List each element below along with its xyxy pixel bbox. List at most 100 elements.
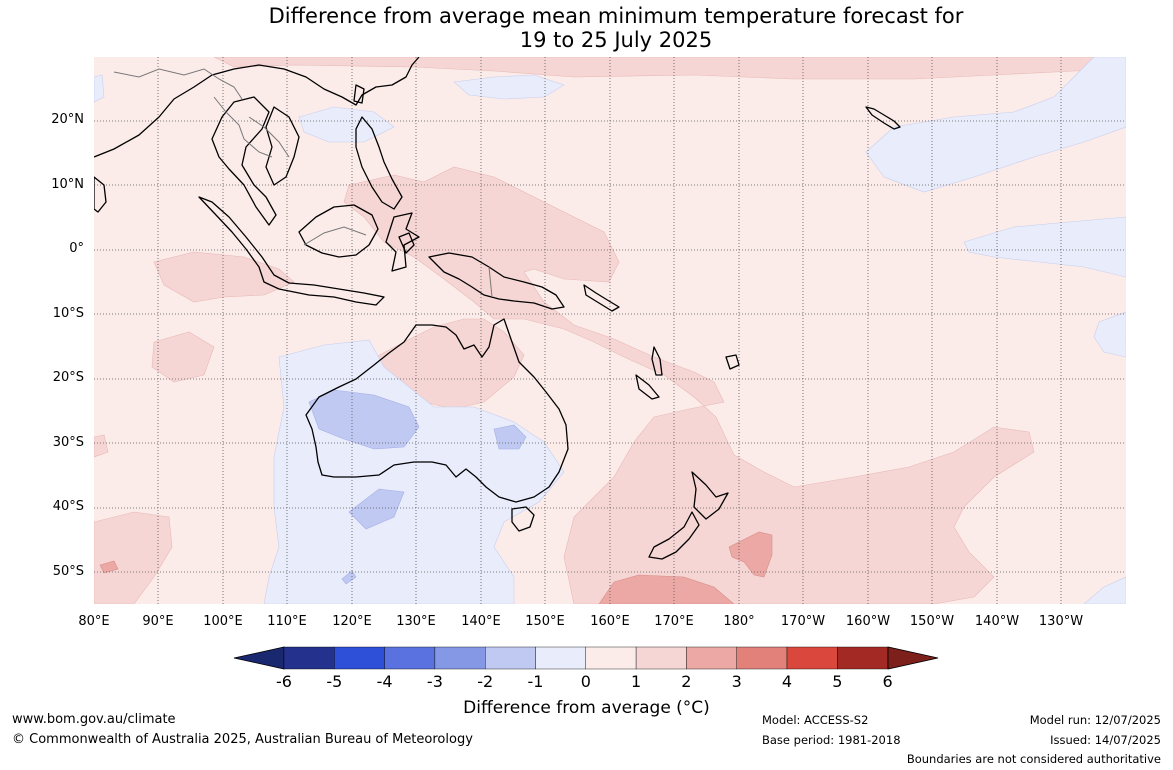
anomaly-warm-south-atlantic bbox=[94, 511, 173, 604]
country-borders bbox=[113, 68, 493, 298]
coast-fiji bbox=[725, 354, 740, 370]
anomaly-cool-west-edge bbox=[94, 74, 105, 103]
colorbar-low-extend bbox=[233, 646, 285, 670]
anomaly-warm-west-edge bbox=[94, 434, 109, 458]
anomaly-cool-west-pacific bbox=[453, 74, 565, 100]
colorbar-cell bbox=[635, 646, 687, 670]
coast-tasmania bbox=[511, 506, 535, 532]
graticule bbox=[94, 57, 1126, 604]
colorbar-cell bbox=[837, 646, 888, 670]
anomaly-warm-indian-ocean-2 bbox=[151, 331, 215, 383]
lat-label-10S: 10°S bbox=[52, 306, 84, 321]
lat-label-40S: 40°S bbox=[52, 499, 84, 514]
colorbar-cell bbox=[334, 646, 385, 670]
footer-issued: Issued: 14/07/2025 bbox=[1050, 733, 1161, 747]
colorbar-cell bbox=[384, 646, 436, 670]
lon-label-140W: 140°W bbox=[974, 614, 1020, 629]
colorbar-cell bbox=[283, 646, 335, 670]
coast-hawaii bbox=[865, 106, 901, 130]
footer-copyright: © Commonwealth of Australia 2025, Austra… bbox=[12, 732, 473, 747]
lat-label-30S: 30°S bbox=[52, 435, 84, 450]
forecast-map[interactable] bbox=[94, 57, 1126, 604]
colorbar-tick-labels: -6 -5 -4 -3 -2 -1 0 1 2 3 4 5 6 bbox=[276, 672, 893, 691]
coast-new-zealand-south bbox=[648, 511, 700, 560]
lat-label-0: 0° bbox=[69, 241, 84, 256]
lon-label-130W: 130°W bbox=[1038, 614, 1084, 629]
lon-label-150W: 150°W bbox=[909, 614, 955, 629]
coast-vanuatu bbox=[651, 346, 663, 376]
colorbar-tick-label: -4 bbox=[377, 672, 393, 691]
colorbar-tick-label: 6 bbox=[883, 672, 893, 691]
anomaly-cold-southern-ocean bbox=[348, 488, 405, 530]
coast-solomon-islands bbox=[583, 284, 620, 312]
coast-new-caledonia bbox=[635, 374, 660, 400]
anomaly-cool-south-pacific-corner bbox=[1083, 576, 1126, 604]
coast-sri-lanka bbox=[94, 176, 107, 213]
colorbar-tick-label: 3 bbox=[732, 672, 742, 691]
footer-model: Model: ACCESS-S2 bbox=[762, 713, 869, 727]
lon-label-100E: 100°E bbox=[203, 614, 243, 629]
colorbar-cell bbox=[434, 646, 486, 670]
lon-label-180: 180° bbox=[723, 614, 755, 629]
lon-label-140E: 140°E bbox=[461, 614, 501, 629]
colorbar-cells bbox=[283, 646, 888, 670]
colorbar-cell bbox=[585, 646, 637, 670]
lon-label-170E: 170°E bbox=[654, 614, 694, 629]
anomaly-cold-western-australia bbox=[308, 389, 420, 450]
anomaly-cool-southeast-pacific bbox=[1093, 311, 1126, 358]
anomaly-cool-philippine-sea bbox=[298, 106, 395, 143]
colorbar-tick-label: -6 bbox=[276, 672, 292, 691]
colorbar-cell bbox=[535, 646, 586, 670]
colorbar-tick-label: 2 bbox=[681, 672, 691, 691]
coast-new-guinea bbox=[428, 252, 565, 310]
colorbar-tick-label: 1 bbox=[631, 672, 641, 691]
coastlines bbox=[94, 57, 901, 560]
lon-label-170W: 170°W bbox=[780, 614, 826, 629]
title-line-1: Difference from average mean minimum tem… bbox=[268, 4, 964, 28]
colorbar-tick-label: 4 bbox=[782, 672, 792, 691]
coast-taiwan bbox=[353, 84, 365, 104]
colorbar-svg: -6 -5 -4 -3 -2 -1 0 1 2 3 4 5 6 bbox=[233, 646, 939, 691]
coast-borneo bbox=[298, 204, 379, 258]
colorbar-tick-label: -3 bbox=[427, 672, 443, 691]
colorbar-high-extend bbox=[887, 646, 939, 670]
colorbar-cell bbox=[686, 646, 737, 670]
colorbar-tick-label: -2 bbox=[477, 672, 493, 691]
map-title: Difference from average mean minimum tem… bbox=[0, 4, 1173, 52]
colorbar-cell bbox=[484, 646, 536, 670]
title-line-2: 19 to 25 July 2025 bbox=[519, 28, 713, 52]
colorbar-cell bbox=[736, 646, 788, 670]
anomaly-warm-strong-nz-east bbox=[728, 531, 773, 578]
colorbar-tick-label: 0 bbox=[581, 672, 591, 691]
footer-base-period: Base period: 1981-2018 bbox=[762, 733, 901, 747]
anomaly-warm-strong-tasman bbox=[598, 574, 735, 604]
coast-asia-mainland bbox=[94, 57, 420, 226]
coast-sulawesi bbox=[385, 212, 420, 272]
colorbar-tick-label: -1 bbox=[528, 672, 544, 691]
lon-label-90E: 90°E bbox=[142, 614, 174, 629]
lon-label-150E: 150°E bbox=[525, 614, 565, 629]
coast-philippines bbox=[355, 116, 403, 210]
anomaly-warm-strong-atlantic bbox=[99, 560, 119, 574]
coast-sumatra-java bbox=[198, 196, 385, 306]
lat-label-20S: 20°S bbox=[52, 370, 84, 385]
anomaly-cool-equatorial-pacific bbox=[963, 216, 1126, 278]
anomaly-warm-maritime-continent bbox=[343, 166, 1035, 604]
coast-halmahera bbox=[398, 232, 415, 254]
lon-label-110E: 110°E bbox=[267, 614, 307, 629]
colorbar-tick-label: 5 bbox=[832, 672, 842, 691]
lat-label-20N: 20°N bbox=[51, 112, 84, 127]
anomaly-cold-small-patch bbox=[341, 570, 357, 585]
coast-australia bbox=[305, 318, 569, 503]
footer-disclaimer: Boundaries are not considered authoritat… bbox=[906, 752, 1161, 766]
lon-label-160W: 160°W bbox=[845, 614, 891, 629]
colorbar-tick-label: -5 bbox=[326, 672, 342, 691]
footer-model-run: Model run: 12/07/2025 bbox=[1029, 713, 1161, 727]
colorbar-title: Difference from average (°C) bbox=[463, 698, 710, 718]
coast-indochina bbox=[265, 106, 300, 186]
colorbar-legend: -6 -5 -4 -3 -2 -1 0 1 2 3 4 5 6 bbox=[230, 645, 942, 691]
lon-label-130E: 130°E bbox=[396, 614, 436, 629]
footer-website[interactable]: www.bom.gov.au/climate bbox=[12, 712, 176, 727]
coast-new-zealand-north bbox=[691, 471, 729, 520]
map-canvas bbox=[94, 57, 1126, 604]
